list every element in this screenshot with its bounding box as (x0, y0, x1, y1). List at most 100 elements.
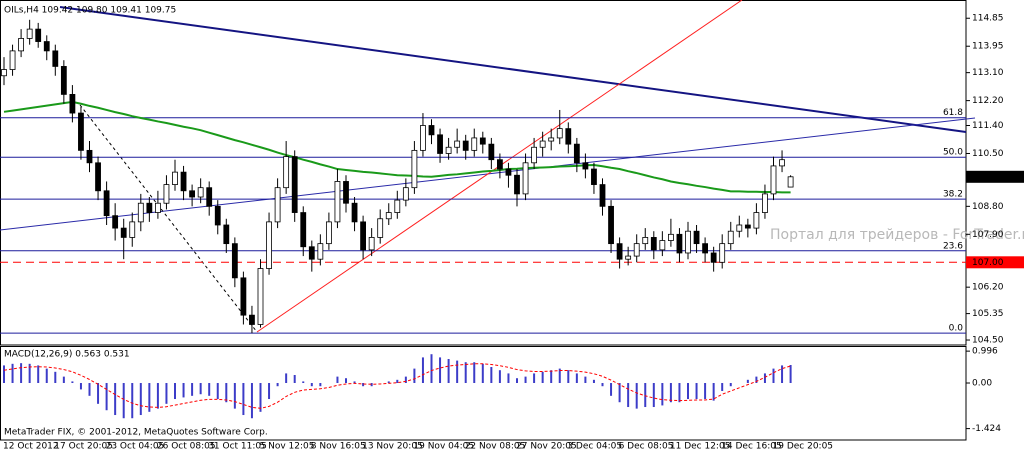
y-tick-label: 111.40 (972, 121, 1004, 131)
x-tick-label: 12 Oct 2012 (3, 442, 59, 451)
y-tick-label: 106.20 (972, 283, 1004, 293)
candle-body (685, 230, 691, 254)
candle-body (420, 125, 426, 151)
candle-body (291, 156, 298, 213)
candle-body (249, 314, 255, 325)
candle-body (676, 233, 683, 254)
candle-body (206, 187, 213, 207)
candle-body (531, 146, 537, 164)
candle-body (325, 221, 332, 245)
candle-body (582, 162, 589, 170)
candle-body (710, 252, 717, 263)
candle-body (650, 237, 657, 251)
candle-body (52, 50, 59, 67)
candle-body (257, 268, 264, 325)
candle-body (445, 146, 452, 154)
candle-body (437, 134, 443, 154)
y-tick-label: 112.20 (972, 96, 1004, 106)
y-tick-label: 108.80 (972, 202, 1004, 212)
candle-body (172, 171, 178, 185)
x-tick-label: 19 Dec 20:05 (773, 442, 834, 451)
panel-title: MACD(12,26,9) 0.563 0.531 (4, 350, 130, 360)
candle-body (591, 168, 597, 185)
y-tick-label: 113.95 (972, 42, 1004, 52)
candle-body (154, 202, 161, 213)
x-tick-label: 26 Oct 08:05 (157, 442, 216, 451)
candle-body (496, 159, 503, 170)
x-tick-label: 6 Dec 08:05 (619, 442, 674, 451)
price-box (966, 256, 1024, 269)
candle-body (214, 205, 221, 226)
candle-body (608, 205, 614, 245)
candle-body (308, 246, 315, 260)
candle-body (522, 162, 529, 195)
candle-body (240, 277, 247, 316)
candle-body (189, 190, 196, 198)
candle-body (762, 193, 768, 213)
last-price-box (966, 170, 1024, 183)
candle-body (702, 243, 708, 254)
candle-body (539, 140, 546, 148)
candle-body (744, 224, 751, 229)
x-tick-label: 3 Dec 04:05 (567, 442, 622, 451)
candle-body (488, 143, 495, 161)
x-tick-label: 19 Nov 04:05 (413, 442, 474, 451)
signal-line (3, 363, 791, 409)
candle-body (514, 174, 520, 195)
y-tick-label: 113.10 (972, 68, 1004, 78)
level-name: 38.2 (943, 190, 963, 200)
candle-body (719, 243, 726, 263)
level-name: 23.6 (943, 241, 963, 251)
candle-body (223, 224, 230, 245)
y-tick-label: 104.50 (972, 336, 1004, 346)
candle-body (360, 221, 367, 251)
candle-body (787, 176, 794, 188)
candle-body (120, 227, 127, 238)
candle-body (137, 202, 144, 223)
x-tick-label: 13 Nov 20:05 (362, 442, 423, 451)
candle-body (753, 212, 760, 229)
x-tick-label: 22 Nov 08:05 (465, 442, 526, 451)
candle-body (95, 162, 101, 192)
level-name: 50.0 (943, 148, 963, 158)
candle-body (1, 69, 7, 77)
candle-body (659, 240, 666, 251)
y-tick-label: 0.00 (972, 379, 992, 389)
last-price-label: 109.75 (972, 172, 1004, 182)
candle-body (334, 181, 341, 223)
candle-body (163, 184, 170, 204)
candle-body (770, 165, 777, 195)
candle-body (43, 41, 50, 52)
candle-body (693, 230, 700, 245)
moving-average (3, 100, 791, 194)
candle-body (402, 187, 409, 201)
candle-body (625, 255, 632, 260)
candle-body (351, 202, 358, 223)
candle-body (197, 187, 204, 198)
candle-body (642, 237, 649, 245)
candle-body (633, 243, 640, 257)
candle-body (599, 184, 606, 207)
candle-body (26, 28, 33, 39)
candle-body (616, 243, 623, 260)
candle-body (779, 159, 785, 167)
candle-body (368, 237, 375, 251)
level-name: 61.8 (943, 108, 963, 118)
candle-body (317, 243, 324, 260)
candle-body (479, 137, 486, 145)
watermark: Портал для трейдеров - ForTrader.ru (770, 227, 1024, 243)
y-tick-label: 114.85 (972, 14, 1004, 24)
candle-body (60, 66, 67, 95)
y-tick-label: 0.996 (972, 347, 998, 357)
candle-body (129, 221, 136, 238)
candle-body (385, 212, 392, 220)
candle-body (736, 224, 743, 232)
candle-body (727, 230, 734, 245)
candle-body (411, 149, 418, 189)
panel-title: OILs,H4 109.42 109.80 109.41 109.75 (4, 6, 176, 16)
candle-body (394, 199, 401, 213)
price-box-label: 107.00 (972, 258, 1004, 268)
candle-body (9, 50, 16, 70)
candle-body (668, 233, 674, 241)
